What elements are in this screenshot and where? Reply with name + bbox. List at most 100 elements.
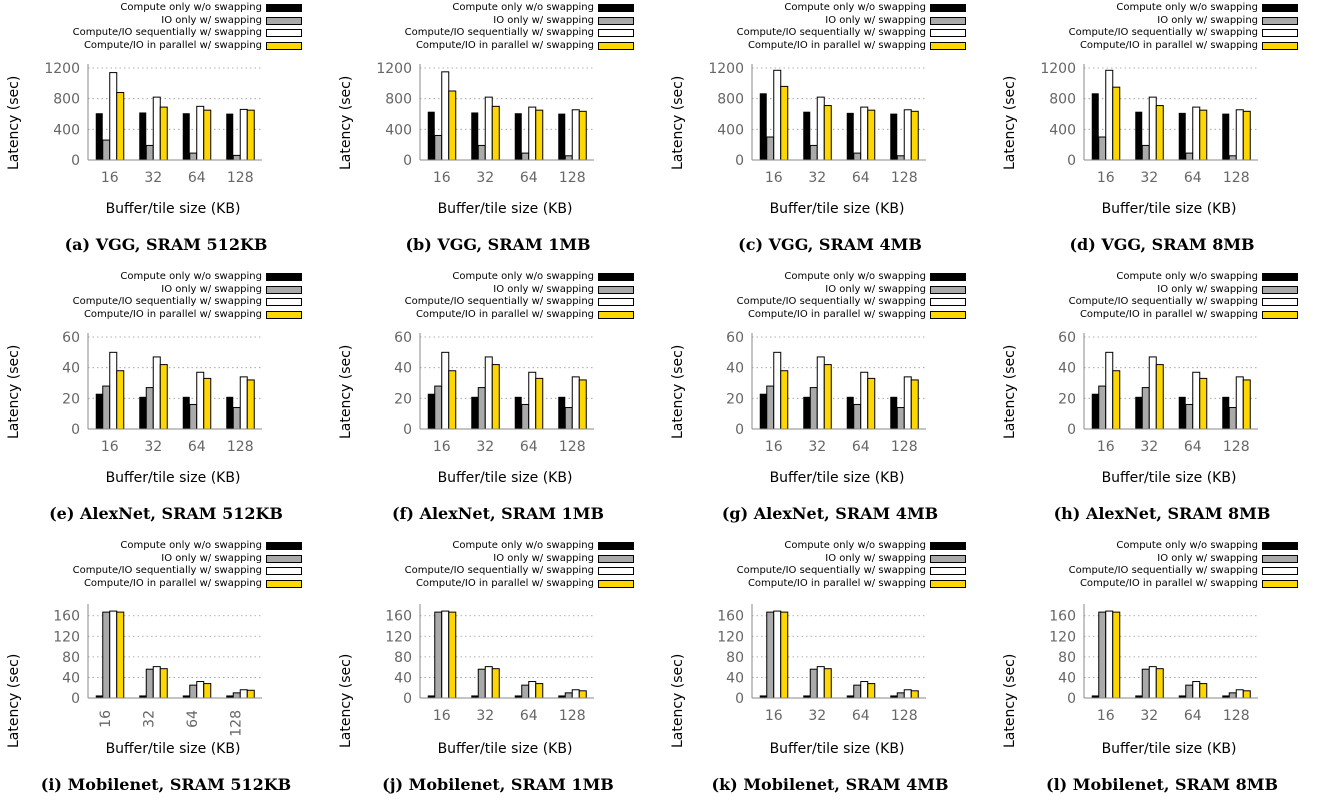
y-tick-label: 120 bbox=[53, 629, 80, 645]
x-tick-label: 64 bbox=[520, 708, 538, 724]
x-tick-label: 16 bbox=[101, 170, 119, 186]
legend-entry: IO only w/ swapping bbox=[1069, 284, 1298, 297]
legend-label: Compute only w/o swapping bbox=[784, 2, 926, 14]
plot-area: 0 40 80 120 160 16 32 64 128 bbox=[1049, 604, 1258, 724]
y-tick-label: 60 bbox=[394, 330, 412, 346]
bar bbox=[823, 105, 832, 161]
bar bbox=[441, 610, 450, 699]
legend-entry: Compute/IO in parallel w/ swapping bbox=[737, 40, 966, 53]
x-tick-label: 128 bbox=[1223, 708, 1250, 724]
bar bbox=[1235, 689, 1244, 699]
y-tick-label: 1200 bbox=[44, 61, 80, 77]
bar bbox=[910, 379, 919, 430]
x-tick-label: 32 bbox=[808, 170, 826, 186]
legend-label: Compute/IO in parallel w/ swapping bbox=[415, 39, 594, 51]
bar bbox=[853, 403, 862, 430]
bar bbox=[477, 144, 486, 161]
chart-panel: Compute only w/o swapping IO only w/ swap… bbox=[664, 0, 996, 269]
legend-entry: Compute/IO sequentially w/ swapping bbox=[405, 27, 634, 40]
bar bbox=[558, 113, 566, 160]
bar bbox=[860, 681, 869, 699]
bar bbox=[910, 690, 919, 699]
bar bbox=[773, 351, 782, 430]
legend-label: Compute/IO in parallel w/ swapping bbox=[1079, 308, 1258, 320]
legend-label: Compute only w/o swapping bbox=[120, 271, 262, 283]
bar bbox=[1235, 376, 1244, 430]
x-axis-label: Buffer/tile size (KB) bbox=[437, 201, 573, 217]
y-tick-label: 1200 bbox=[1040, 61, 1076, 77]
legend-entry: Compute/IO in parallel w/ swapping bbox=[1069, 578, 1298, 591]
legend-label: IO only w/ swapping bbox=[493, 552, 594, 564]
legend-label: Compute only w/o swapping bbox=[1116, 2, 1258, 14]
legend-label: Compute/IO sequentially w/ swapping bbox=[736, 296, 926, 308]
y-axis-label: Latency (sec) bbox=[6, 653, 22, 748]
x-tick-label: 64 bbox=[1184, 708, 1202, 724]
plot-area: 0 400 800 1200 16 32 64 128 bbox=[1040, 61, 1258, 186]
legend-entry: Compute/IO in parallel w/ swapping bbox=[73, 578, 302, 591]
legend-label: Compute/IO in parallel w/ swapping bbox=[415, 308, 594, 320]
bar bbox=[232, 407, 241, 430]
bar bbox=[860, 106, 869, 161]
legend-swatch bbox=[598, 310, 634, 319]
bar bbox=[1135, 396, 1143, 429]
bar bbox=[109, 610, 118, 699]
legend-swatch bbox=[598, 4, 634, 13]
y-tick-label: 0 bbox=[1067, 691, 1076, 707]
legend-entry: Compute/IO sequentially w/ swapping bbox=[73, 296, 302, 309]
legend-label: IO only w/ swapping bbox=[161, 14, 262, 26]
bar bbox=[441, 351, 450, 430]
legend-label: Compute/IO in parallel w/ swapping bbox=[83, 308, 262, 320]
legend-entry: Compute/IO sequentially w/ swapping bbox=[405, 565, 634, 578]
y-axis-label: Latency (sec) bbox=[670, 75, 686, 170]
bar bbox=[1222, 695, 1230, 698]
bar bbox=[491, 105, 500, 161]
y-tick-label: 800 bbox=[1049, 92, 1076, 108]
y-axis-label: Latency (sec) bbox=[338, 653, 354, 748]
y-tick-label: 60 bbox=[62, 330, 80, 346]
legend-label: IO only w/ swapping bbox=[161, 283, 262, 295]
y-tick-label: 60 bbox=[1058, 330, 1076, 346]
x-tick-label: 32 bbox=[141, 710, 157, 728]
y-tick-label: 60 bbox=[726, 330, 744, 346]
y-tick-label: 0 bbox=[1067, 422, 1076, 438]
chart-panel: Compute only w/o swapping IO only w/ swap… bbox=[332, 538, 664, 807]
bar bbox=[766, 385, 775, 430]
legend-label: Compute/IO in parallel w/ swapping bbox=[415, 577, 594, 589]
y-tick-label: 0 bbox=[71, 422, 80, 438]
legend-swatch bbox=[930, 542, 966, 551]
bar bbox=[226, 396, 234, 429]
bar bbox=[139, 396, 147, 429]
bar bbox=[189, 403, 198, 430]
bar bbox=[867, 377, 876, 430]
legend-label: Compute/IO in parallel w/ swapping bbox=[1079, 577, 1258, 589]
x-tick-label: 16 bbox=[1097, 170, 1115, 186]
bar bbox=[846, 695, 854, 698]
legend-entry: Compute only w/o swapping bbox=[73, 271, 302, 284]
x-tick-label: 128 bbox=[559, 170, 586, 186]
bar bbox=[95, 393, 103, 429]
y-tick-label: 160 bbox=[53, 609, 80, 625]
bar bbox=[571, 109, 580, 161]
chart-legend: Compute only w/o swapping IO only w/ swap… bbox=[1069, 271, 1298, 321]
bar bbox=[109, 72, 118, 161]
bar bbox=[1148, 356, 1157, 430]
bar bbox=[189, 684, 198, 699]
bar bbox=[1199, 377, 1208, 430]
bar bbox=[145, 668, 154, 699]
bar bbox=[1105, 351, 1114, 430]
bar bbox=[1098, 385, 1107, 430]
legend-label: Compute/IO in parallel w/ swapping bbox=[83, 577, 262, 589]
legend-label: Compute/IO sequentially w/ swapping bbox=[1068, 27, 1258, 39]
y-tick-label: 40 bbox=[726, 670, 744, 686]
bar bbox=[1148, 666, 1157, 699]
bar bbox=[528, 106, 537, 161]
bar bbox=[803, 111, 811, 160]
bar bbox=[535, 683, 544, 699]
x-tick-label: 128 bbox=[559, 708, 586, 724]
legend-swatch bbox=[930, 298, 966, 307]
legend-swatch bbox=[1262, 554, 1298, 563]
x-tick-label: 128 bbox=[228, 710, 244, 737]
bar bbox=[809, 387, 818, 430]
legend-label: Compute only w/o swapping bbox=[120, 540, 262, 552]
